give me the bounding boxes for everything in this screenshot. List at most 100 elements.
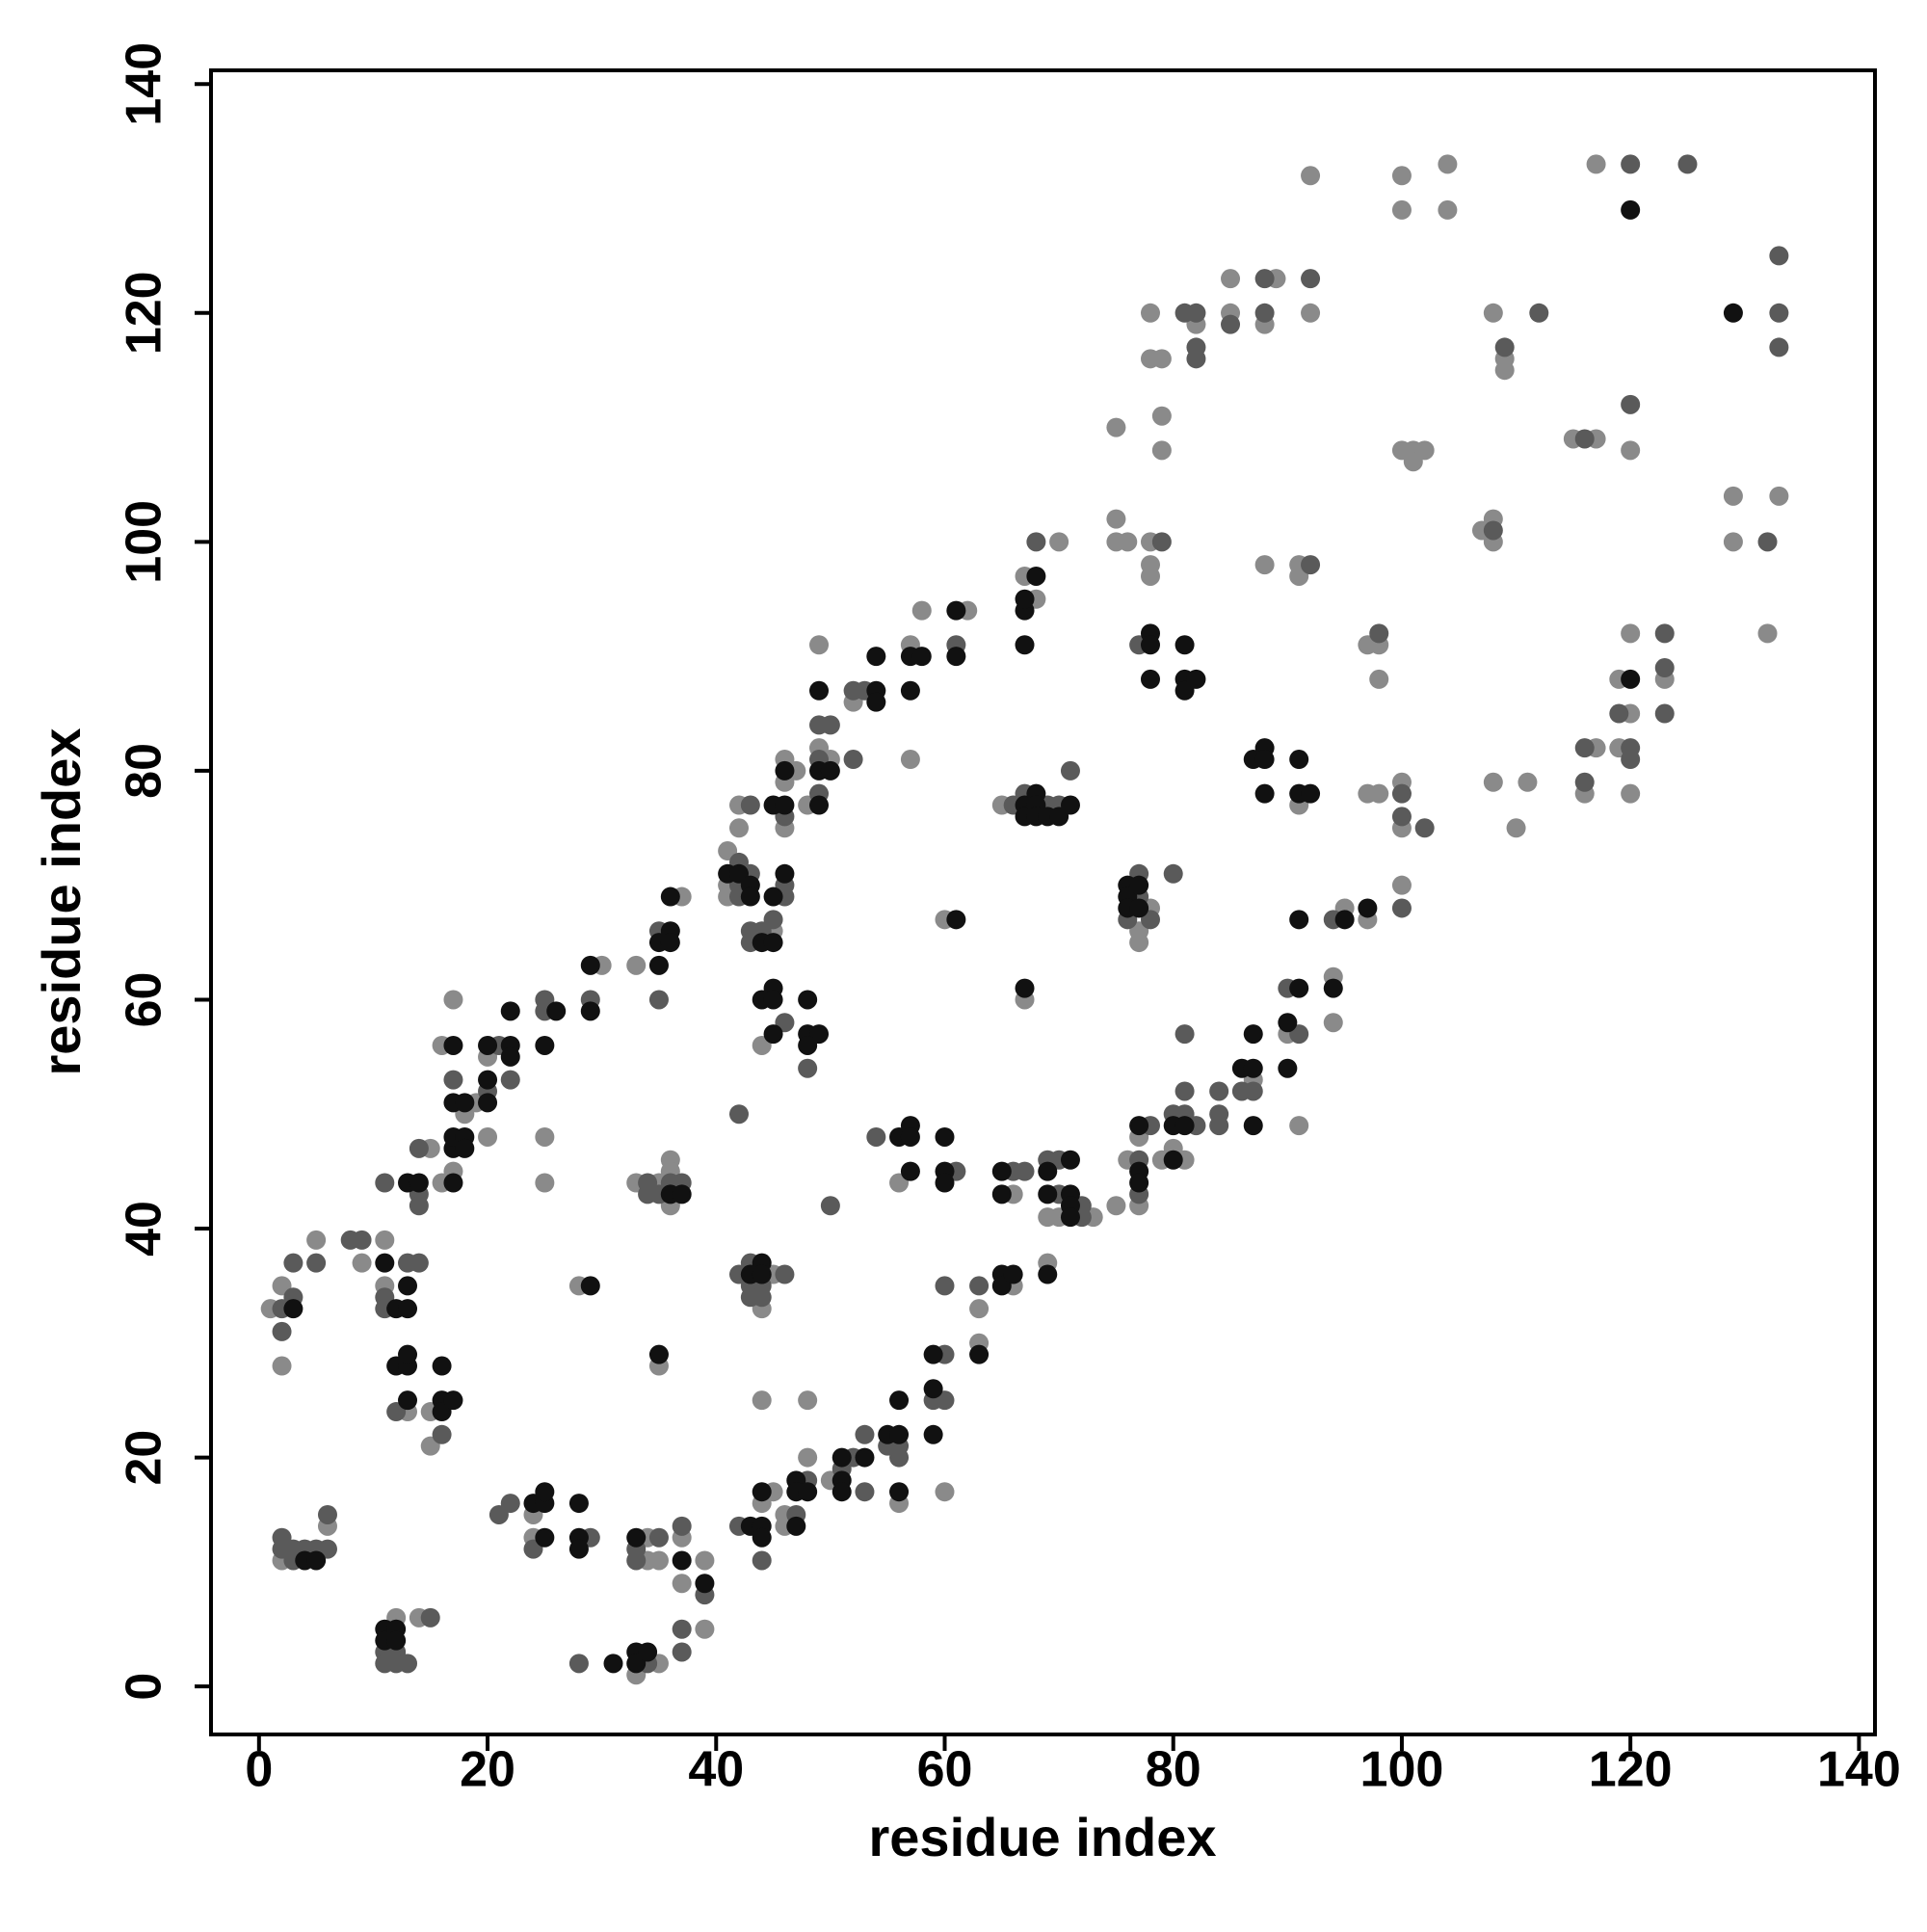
point [1369, 623, 1389, 644]
point [1060, 760, 1080, 781]
point [1038, 1264, 1058, 1284]
point [375, 1230, 395, 1250]
point [500, 1494, 520, 1514]
point [1609, 703, 1629, 724]
point [935, 1276, 955, 1296]
point [455, 1138, 475, 1158]
point [843, 750, 863, 770]
point [1494, 360, 1515, 381]
point [1151, 349, 1172, 369]
point [672, 1619, 692, 1639]
point [568, 1494, 589, 1514]
point [375, 1173, 395, 1193]
y-tick-label: 40 [117, 1201, 172, 1257]
point [900, 750, 920, 770]
point [1757, 623, 1778, 644]
point [775, 795, 795, 815]
point [409, 1196, 429, 1216]
point [763, 910, 783, 930]
point [1140, 635, 1160, 655]
point [809, 680, 830, 701]
point [798, 1447, 818, 1468]
point [1140, 303, 1160, 323]
point [443, 990, 463, 1010]
point [1654, 703, 1675, 724]
point [1301, 269, 1321, 289]
point [866, 1126, 886, 1147]
x-tick-label: 0 [245, 1742, 273, 1798]
point [1301, 166, 1321, 186]
point [1243, 1058, 1263, 1078]
point [798, 1058, 818, 1078]
point [1015, 589, 1035, 609]
point [935, 1482, 955, 1502]
point [672, 1550, 692, 1571]
point [317, 1504, 337, 1524]
point [1254, 750, 1275, 770]
point [695, 1574, 715, 1594]
x-tick-label: 120 [1589, 1742, 1673, 1798]
point [1586, 154, 1606, 174]
point [1026, 532, 1046, 552]
point [535, 1126, 555, 1147]
point [478, 1093, 498, 1113]
point [889, 1424, 910, 1444]
point [306, 1253, 327, 1273]
points [260, 154, 1789, 1685]
point [1323, 1013, 1343, 1033]
point [1151, 406, 1172, 426]
point [352, 1230, 372, 1250]
point [832, 1482, 852, 1502]
point [306, 1550, 327, 1571]
point [568, 1654, 589, 1674]
point [1654, 658, 1675, 678]
point [1038, 1161, 1058, 1181]
point [626, 1550, 647, 1571]
point [1654, 623, 1675, 644]
point [935, 1126, 955, 1147]
x-tick-label: 60 [917, 1742, 973, 1798]
point [946, 647, 966, 667]
point [672, 1516, 692, 1536]
point [580, 955, 600, 975]
point [1621, 783, 1641, 804]
point [648, 1527, 669, 1548]
point [638, 1642, 658, 1662]
point [1621, 154, 1641, 174]
point [1129, 1173, 1149, 1193]
point [1106, 417, 1126, 437]
point [1289, 910, 1309, 930]
point [1414, 818, 1435, 838]
point [1574, 772, 1595, 792]
point [728, 818, 749, 838]
point [546, 1001, 567, 1021]
point [1049, 532, 1069, 552]
point [1391, 199, 1412, 220]
point [1677, 154, 1698, 174]
point [1163, 863, 1183, 884]
point [1483, 520, 1503, 541]
point [820, 1196, 840, 1216]
point [798, 990, 818, 1010]
point [398, 1276, 418, 1296]
point [409, 1253, 429, 1273]
point [1186, 669, 1206, 689]
point [500, 1046, 520, 1067]
point [1301, 783, 1321, 804]
point [443, 1070, 463, 1090]
point [1209, 1116, 1229, 1136]
point [889, 1447, 910, 1468]
point [1391, 898, 1412, 918]
point [798, 1390, 818, 1411]
point [1015, 635, 1035, 655]
point [648, 990, 669, 1010]
point [1060, 1150, 1080, 1170]
point [1757, 532, 1778, 552]
point [775, 760, 795, 781]
point [398, 1654, 418, 1674]
point [1129, 875, 1149, 895]
point [1574, 429, 1595, 449]
point [752, 1527, 772, 1548]
point [1175, 1024, 1195, 1045]
point [1140, 669, 1160, 689]
